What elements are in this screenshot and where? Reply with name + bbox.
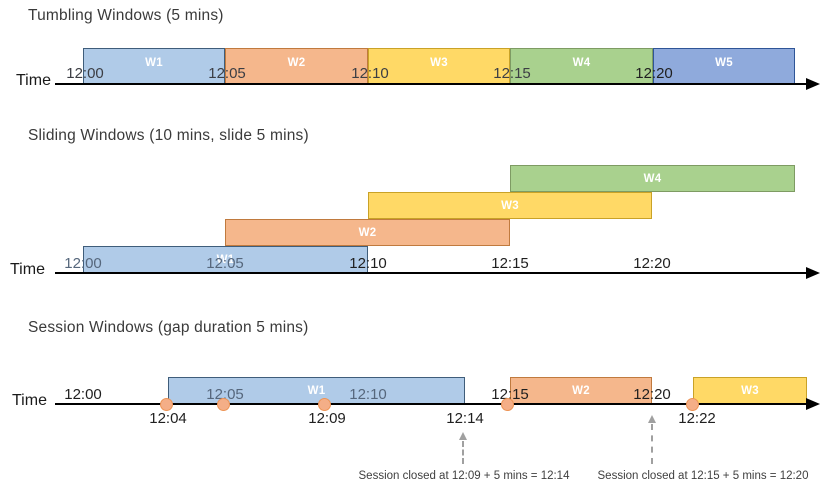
event-dot <box>217 398 230 411</box>
session-event-label-1204: 12:04 <box>149 410 187 427</box>
tumbling-axis-arrowhead-icon <box>806 78 820 90</box>
sliding-tick-1210: 12:10 <box>349 255 387 272</box>
session-tick-1200: 12:00 <box>64 386 102 403</box>
dashed-arrow-up-icon <box>648 415 656 423</box>
window-label: W4 <box>572 57 591 69</box>
sliding-axis-line <box>55 272 807 274</box>
event-dot <box>160 398 173 411</box>
tumbling-tick-1200: 12:00 <box>66 65 104 82</box>
tumbling-window-w3: W3 <box>368 48 510 84</box>
sliding-window-w3: W3 <box>368 192 652 219</box>
window-label: W3 <box>430 57 448 69</box>
tumbling-window-w2: W2 <box>225 48 368 84</box>
dashed-arrow-line <box>651 424 653 464</box>
session-tick-1215: 12:15 <box>491 386 529 403</box>
session-time-label: Time <box>12 392 47 409</box>
session-tick-1220: 12:20 <box>633 386 671 403</box>
window-label: W1 <box>216 253 235 266</box>
tumbling-tick-1205: 12:05 <box>208 65 246 82</box>
tumbling-window-w5: W5 <box>653 48 795 84</box>
sliding-tick-1200: 12:00 <box>64 255 102 272</box>
event-dot <box>501 398 514 411</box>
tumbling-tick-1220: 12:20 <box>635 65 673 82</box>
session-section-title: Session Windows (gap duration 5 mins) <box>28 319 309 336</box>
sliding-tick-1215: 12:15 <box>491 255 529 272</box>
sliding-axis-arrowhead-icon <box>806 267 820 279</box>
session-event-label-1209: 12:09 <box>308 410 346 427</box>
session-window-w3: W3 <box>693 377 807 404</box>
tumbling-window-w1: W1 <box>83 48 225 84</box>
window-label: W3 <box>501 199 519 212</box>
session-tick-1210: 12:10 <box>349 386 387 403</box>
session-axis-arrowhead-icon <box>806 398 820 410</box>
window-label: W2 <box>287 57 306 69</box>
session-axis-line <box>55 403 807 405</box>
window-label: W5 <box>715 57 733 69</box>
tumbling-tick-1210: 12:10 <box>351 65 389 82</box>
tumbling-axis-line <box>55 83 807 85</box>
sliding-window-w2: W2 <box>225 219 510 246</box>
tumbling-window-w4: W4 <box>510 48 653 84</box>
sliding-section-title: Sliding Windows (10 mins, slide 5 mins) <box>28 127 309 144</box>
dashed-arrow-up-icon <box>459 432 467 440</box>
sliding-tick-1205: 12:05 <box>206 255 244 272</box>
event-dot <box>318 398 331 411</box>
window-label: W2 <box>572 384 590 397</box>
tumbling-time-label: Time <box>16 72 51 89</box>
event-dot <box>686 398 699 411</box>
sliding-window-w1: W1 <box>83 246 368 273</box>
session-closed-annotation-1: Session closed at 12:09 + 5 mins = 12:14 <box>358 470 570 482</box>
session-tick-1205: 12:05 <box>206 386 244 403</box>
dashed-arrow-line <box>462 441 464 464</box>
sliding-tick-1220: 12:20 <box>633 255 671 272</box>
tumbling-tick-1215: 12:15 <box>493 65 531 82</box>
window-label: W2 <box>358 226 377 239</box>
sliding-window-w4: W4 <box>510 165 795 192</box>
session-window-w2: W2 <box>510 377 652 404</box>
window-label: W3 <box>741 384 759 397</box>
session-closed-annotation-2: Session closed at 12:15 + 5 mins = 12:20 <box>597 470 809 482</box>
session-event-label-1214: 12:14 <box>446 410 484 427</box>
session-event-label-1222: 12:22 <box>678 410 716 427</box>
window-label: W1 <box>145 57 163 69</box>
window-label: W1 <box>307 384 326 397</box>
tumbling-section-title: Tumbling Windows (5 mins) <box>28 7 224 24</box>
sliding-time-label: Time <box>10 261 45 278</box>
window-label: W4 <box>643 172 662 185</box>
